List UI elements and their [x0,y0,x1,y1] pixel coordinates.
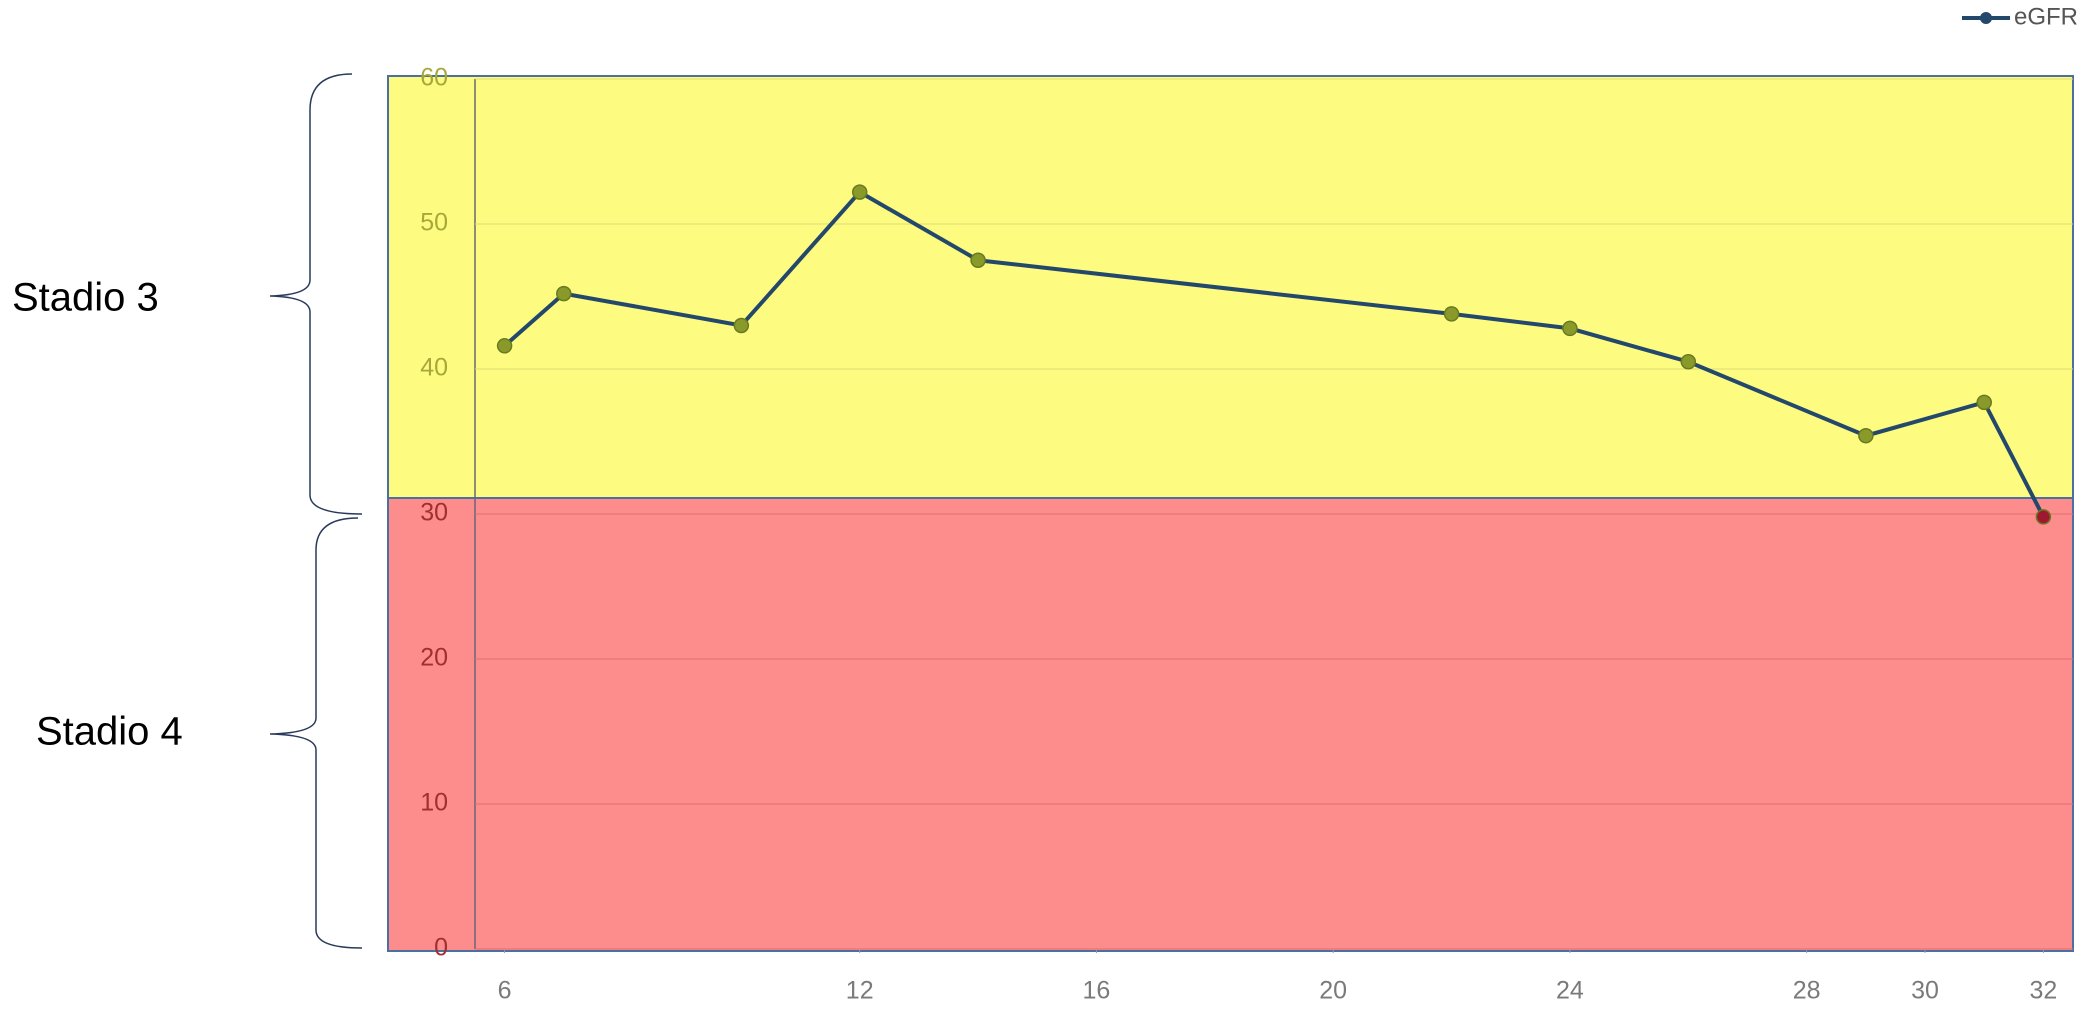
y-tick-label: 60 [420,64,448,92]
x-tick-label: 6 [498,977,512,1005]
legend-marker [1980,12,1992,24]
y-tick-label: 40 [420,354,448,382]
data-point [1562,320,1578,337]
bracket [269,517,363,949]
y-tick-label: 30 [420,499,448,527]
data-point [556,285,572,302]
x-tick-label: 28 [1793,977,1821,1005]
y-tick-label: 20 [420,644,448,672]
annotation: Stadio 4 [36,710,183,754]
y-tick-label: 10 [420,789,448,817]
data-point [851,184,868,200]
x-tick-label: 16 [1083,977,1111,1005]
x-tick-label: 32 [2030,977,2058,1005]
data-point [496,338,513,354]
legend-label: eGFR [2014,3,2078,30]
bracket [269,73,363,515]
data-point [2035,509,2052,525]
y-tick-label: 0 [434,934,448,962]
x-tick-label: 20 [1319,977,1347,1005]
data-point [970,252,986,268]
stage-4-band [387,497,2074,952]
data-point [1858,427,1874,444]
x-tick-label: 12 [846,977,874,1005]
data-point [1443,306,1460,322]
data-point [733,317,750,334]
data-point [1976,394,1992,411]
x-tick-label: 30 [1911,977,1939,1005]
x-tick-label: 24 [1556,977,1584,1005]
annotation: Stadio 3 [12,276,159,320]
data-point [1680,354,1697,370]
y-tick-label: 50 [420,209,448,237]
